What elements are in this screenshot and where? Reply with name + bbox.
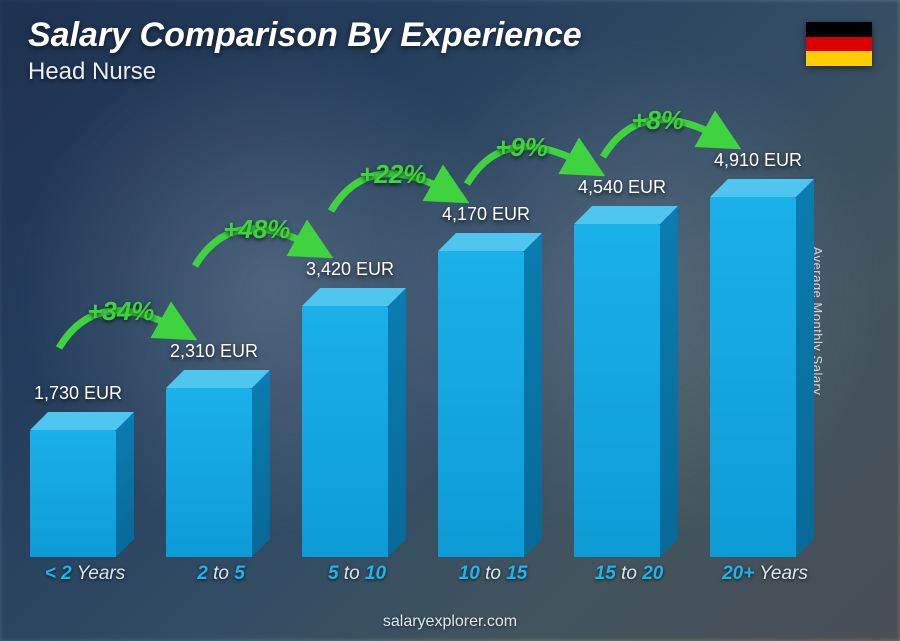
bar-side (388, 288, 406, 557)
increase-percent: +8% (631, 105, 684, 136)
country-flag-germany (806, 22, 872, 66)
category-label: 20+ Years (710, 563, 820, 585)
bar-top (438, 233, 542, 251)
increase-percent: +9% (495, 132, 548, 163)
bar-front (574, 224, 660, 557)
bar-chart-area: 1,730 EUR < 2 Years 2,310 EUR 2 to 5 +34% 3,… (30, 85, 850, 585)
bar-front (30, 430, 116, 557)
bar-top (302, 288, 406, 306)
category-label: < 2 Years (30, 563, 140, 585)
value-label: 1,730 EUR (34, 383, 122, 404)
flag-stripe (806, 51, 872, 66)
bar-side (660, 206, 678, 557)
bar-front (166, 388, 252, 557)
value-label: 4,540 EUR (578, 177, 666, 198)
category-label: 5 to 10 (302, 563, 412, 585)
value-label: 3,420 EUR (306, 259, 394, 280)
bar-side (116, 412, 134, 557)
bar-top (166, 370, 270, 388)
bar-front (302, 306, 388, 557)
flag-stripe (806, 22, 872, 37)
bar-front (710, 197, 796, 557)
footer-source: salaryexplorer.com (0, 613, 900, 631)
category-label: 15 to 20 (574, 563, 684, 585)
flag-stripe (806, 37, 872, 52)
value-label: 2,310 EUR (170, 341, 258, 362)
salary-experience-chart: { "title": "Salary Comparison By Experie… (0, 0, 900, 641)
category-label: 2 to 5 (166, 563, 276, 585)
increase-percent: +48% (223, 214, 290, 245)
bar-side (796, 179, 814, 557)
increase-percent: +22% (359, 159, 426, 190)
bar-top (710, 179, 814, 197)
bar-side (524, 233, 542, 557)
category-label: 10 to 15 (438, 563, 548, 585)
bar-side (252, 370, 270, 557)
chart-subtitle: Head Nurse (28, 58, 156, 86)
chart-title: Salary Comparison By Experience (28, 16, 582, 55)
bar-top (574, 206, 678, 224)
value-label: 4,910 EUR (714, 150, 802, 171)
bar-top (30, 412, 134, 430)
value-label: 4,170 EUR (442, 204, 530, 225)
increase-percent: +34% (87, 296, 154, 327)
bar-front (438, 251, 524, 557)
